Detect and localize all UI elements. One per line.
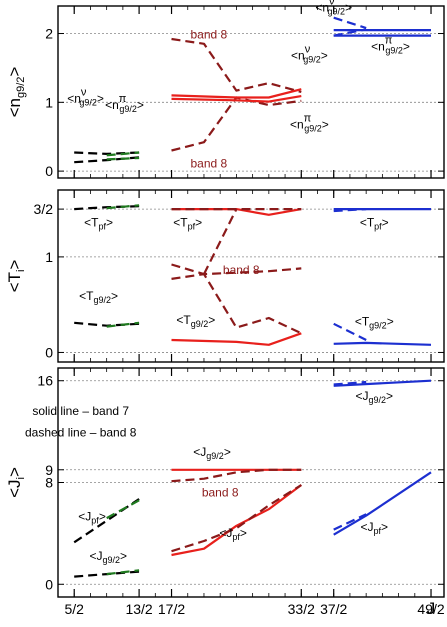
y-axis-label-1: <ng9/2> [5, 67, 27, 118]
series-line-1-10 [333, 16, 367, 30]
series-line-3-8 [333, 379, 432, 387]
y-tick-label-2-2: 3/2 [34, 201, 54, 217]
y-tick-label-1-1: 1 [45, 94, 53, 110]
annotation-3-0: solid line – band 7 [32, 404, 129, 418]
annotation-3-1: dashed line – band 8 [25, 426, 137, 440]
series-line-2-3 [106, 321, 140, 328]
y-tick-label-2-0: 0 [45, 344, 53, 360]
annotation-2-0: <Tpf> [84, 215, 113, 231]
panel-3: 0 89 16 <Ji> solid line – band 7 dashed line … [5, 367, 445, 598]
series-line-3-9 [333, 380, 367, 386]
series-line-2-11 [333, 208, 367, 213]
series-line-1-2 [74, 156, 140, 164]
annotation-3-7: <Jg9/2> [355, 389, 393, 405]
annotation-1-2: <nν g9/2> [67, 86, 104, 107]
x-tick-label-1: 13/2 [125, 601, 152, 617]
series-line-3-11 [333, 513, 367, 531]
series-line-3-1 [106, 499, 140, 520]
annotation-2-6: <Tg9/2> [355, 315, 394, 331]
annotation-2-1: <Tg9/2> [79, 289, 118, 305]
annotation-2-2: <Tpf> [173, 215, 202, 231]
series-line-2-8 [203, 208, 238, 275]
panel-frame-1 [57, 5, 445, 179]
series-line-2-1 [106, 204, 140, 210]
y-tick-label-3-1: 8 [45, 475, 53, 491]
y-tick-label-1-0: 0 [45, 163, 53, 179]
series-line-1-3 [106, 156, 140, 161]
annotation-3-3: band 8 [202, 485, 239, 499]
x-tick-label-0: 5/2 [64, 601, 84, 617]
series-line-1-0 [74, 151, 140, 155]
annotation-2-4: <Tg9/2> [176, 313, 215, 329]
series-line-1-11 [333, 28, 367, 37]
annotation-1-5: <nπ g9/2> [290, 112, 329, 133]
y-tick-label-3-0: 0 [45, 576, 53, 592]
series-line-1-4 [171, 37, 302, 94]
annotation-3-5: <Jg9/2> [89, 549, 127, 565]
y-axis-label-2: <Ti> [5, 260, 27, 293]
x-tick-label-4: 37/2 [320, 601, 347, 617]
annotation-2-5: <Tpf> [360, 215, 389, 231]
annotation-3-4: <Jpf> [78, 510, 106, 526]
series-line-3-10 [333, 471, 432, 536]
annotation-1-1: band 8 [190, 157, 227, 171]
panel-2: 0 1 3/2 <Ti> <Tpf> <Tg9/2> <Tpf> band 8 <Tg9/2> <… [5, 189, 445, 363]
annotation-1-6: <nν g9/2> [315, 0, 352, 17]
series-line-2-6 [171, 263, 302, 276]
panel-frame-2 [57, 189, 445, 363]
annotation-2-3: band 8 [223, 263, 260, 277]
series-line-2-12 [333, 322, 367, 341]
series-line-1-6 [171, 88, 302, 99]
annotation-1-4: <nν g9/2> [291, 44, 328, 65]
series-line-2-9 [171, 332, 302, 346]
annotation-3-8: <Jpf> [360, 520, 388, 536]
y-tick-label-1-2: 2 [45, 26, 53, 42]
series-line-1-7 [171, 95, 302, 103]
series-line-3-7 [171, 484, 302, 553]
x-tick-label-5: 49/2 [417, 601, 444, 617]
annotation-3-6: <Jpf> [219, 526, 247, 542]
series-line-3-3 [106, 569, 140, 576]
y-tick-label-2-1: 1 [45, 249, 53, 265]
annotation-3-2: <Jg9/2> [193, 445, 231, 461]
series-line-3-5 [171, 468, 302, 483]
x-axis-label: J [427, 599, 436, 618]
series-line-2-13 [333, 341, 432, 346]
y-tick-label-3-3: 16 [37, 373, 53, 389]
x-tick-label-3: 33/2 [288, 601, 315, 617]
y-axis-label-3: <Ji> [5, 467, 27, 498]
series-line-2-7 [171, 273, 302, 335]
series-line-3-6 [171, 484, 302, 557]
series-line-1-1 [106, 151, 140, 157]
annotation-1-0: band 8 [190, 27, 227, 41]
annotation-1-7: <nπ g9/2> [371, 35, 410, 56]
x-tick-label-2: 17/2 [158, 601, 185, 617]
annotation-1-3: <nπ g9/2> [105, 93, 144, 114]
series-line-1-5 [171, 96, 302, 152]
y-tick-label-3-2: 9 [45, 462, 53, 478]
